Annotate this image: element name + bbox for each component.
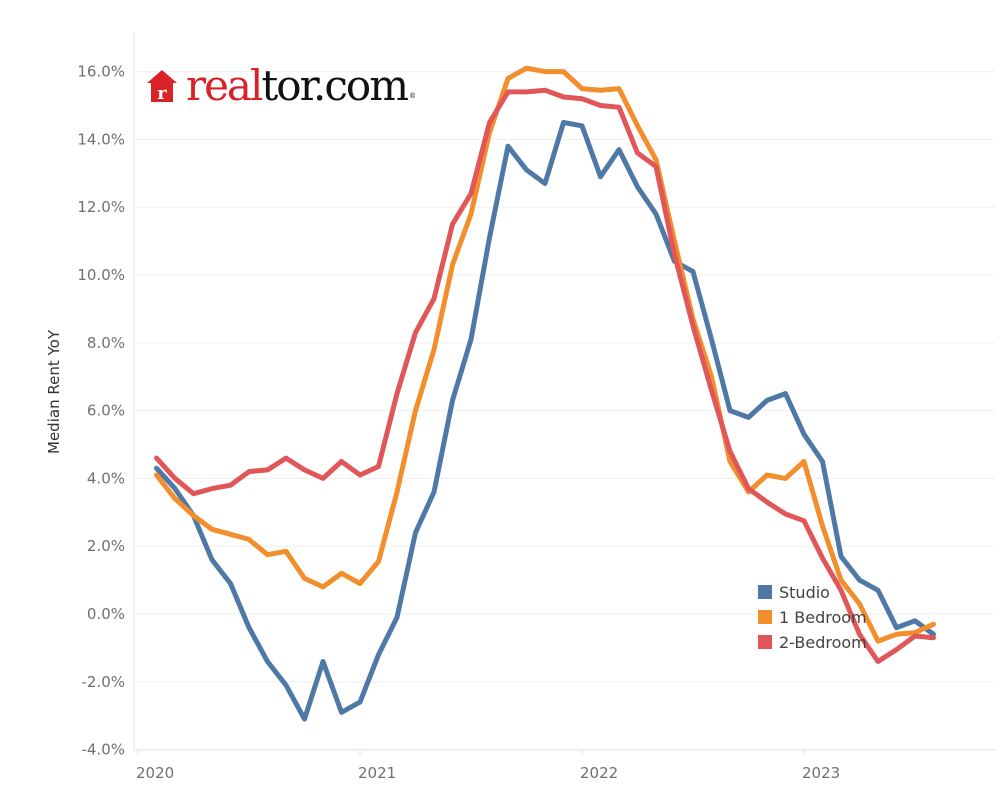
legend-label-2-bedroom: 2-Bedroom: [779, 633, 867, 652]
house-icon: r: [146, 68, 178, 104]
legend-swatch-1-bedroom: [758, 610, 772, 624]
y-axis-ticks: -4.0% -2.0% 0.0% 2.0% 4.0% 6.0% 8.0% 10.0% 12.0%…: [77, 63, 125, 759]
gridlines: [134, 71, 995, 751]
series-lines: [154, 65, 936, 722]
y-tick-label: 2.0%: [87, 537, 125, 555]
x-tick-label: 2023: [802, 764, 840, 782]
x-axis-ticks: 2020 2021 2022 2023: [136, 750, 840, 782]
logo-text-red: real: [186, 61, 263, 110]
y-axis-title: Median Rent YoY: [45, 329, 63, 454]
y-tick-label: -4.0%: [81, 741, 125, 759]
realtor-logo: r realtor.com ®: [146, 61, 416, 110]
legend: Studio 1 Bedroom 2-Bedroom: [758, 583, 867, 652]
logo-text-black: tor.com: [261, 61, 409, 110]
y-tick-label: 16.0%: [77, 63, 125, 81]
y-tick-label: 4.0%: [87, 469, 125, 487]
x-tick-label: 2020: [136, 764, 174, 782]
legend-label-studio: Studio: [779, 583, 830, 602]
y-tick-label: 12.0%: [77, 198, 125, 216]
legend-swatch-2-bedroom: [758, 635, 772, 649]
svg-text:r: r: [157, 83, 167, 104]
series-line-studio: [154, 120, 936, 722]
legend-swatch-studio: [758, 585, 772, 599]
y-tick-label: -2.0%: [81, 673, 125, 691]
y-tick-label: 14.0%: [77, 130, 125, 148]
series-line-2-bedroom: [154, 87, 936, 664]
registered-mark: ®: [409, 92, 416, 100]
series-line-1-bedroom: [154, 65, 936, 644]
legend-label-1-bedroom: 1 Bedroom: [779, 608, 867, 627]
y-tick-label: 6.0%: [87, 402, 125, 420]
x-tick-label: 2022: [580, 764, 618, 782]
y-tick-label: 10.0%: [77, 266, 125, 284]
y-tick-label: 0.0%: [87, 605, 125, 623]
x-tick-label: 2021: [358, 764, 396, 782]
y-tick-label: 8.0%: [87, 334, 125, 352]
